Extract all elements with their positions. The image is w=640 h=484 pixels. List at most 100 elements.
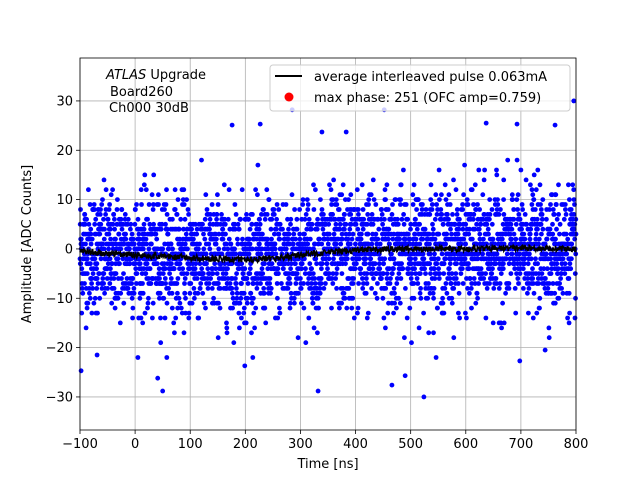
data-point <box>222 221 228 227</box>
data-point <box>449 295 455 301</box>
data-point <box>489 271 495 276</box>
data-point <box>570 182 576 188</box>
data-point <box>88 226 94 232</box>
data-point <box>417 221 422 227</box>
data-point <box>388 276 393 281</box>
data-point <box>88 231 94 237</box>
data-point <box>448 281 454 286</box>
data-point <box>511 207 517 212</box>
data-point <box>275 315 281 321</box>
data-point <box>485 226 491 232</box>
data-point <box>554 226 559 232</box>
data-point <box>546 335 552 341</box>
data-point <box>262 305 268 311</box>
data-point <box>565 236 571 242</box>
data-point <box>559 286 564 291</box>
data-point <box>462 162 467 168</box>
data-point <box>288 221 293 227</box>
data-point <box>509 236 514 242</box>
data-point <box>90 286 95 291</box>
data-point <box>200 290 206 296</box>
data-point <box>94 286 100 291</box>
data-point <box>346 276 352 281</box>
data-point <box>237 325 242 331</box>
data-point <box>245 281 251 286</box>
data-point <box>344 305 350 311</box>
data-point <box>354 187 360 193</box>
data-point <box>414 226 420 232</box>
data-point <box>241 290 247 296</box>
data-point <box>98 207 103 212</box>
data-point <box>403 202 409 207</box>
data-point <box>562 202 568 207</box>
data-point <box>374 295 380 301</box>
data-point <box>127 226 133 232</box>
data-point <box>242 266 248 272</box>
data-point <box>410 241 416 247</box>
data-point <box>257 221 263 227</box>
data-point <box>216 300 221 306</box>
data-point <box>499 236 505 242</box>
data-point <box>418 295 424 301</box>
data-point <box>399 216 405 222</box>
data-point <box>283 202 289 207</box>
data-point <box>469 187 475 193</box>
data-point <box>225 266 230 272</box>
data-point <box>289 192 295 198</box>
data-point <box>451 286 457 291</box>
data-point <box>162 315 168 321</box>
data-point <box>401 167 406 173</box>
data-point <box>519 202 525 207</box>
data-point <box>350 281 356 286</box>
data-point <box>108 266 113 272</box>
data-point <box>220 236 226 242</box>
data-point <box>348 221 354 227</box>
data-point <box>134 271 140 276</box>
x-axis-label: Time [ns] <box>296 457 358 472</box>
data-point <box>501 212 507 217</box>
data-point <box>563 207 568 212</box>
data-point <box>339 236 345 242</box>
x-tick-label: 200 <box>233 437 258 452</box>
data-point <box>197 286 203 291</box>
data-point <box>298 286 304 291</box>
data-point <box>492 241 498 247</box>
data-point <box>138 187 144 193</box>
data-point <box>305 281 311 286</box>
data-point <box>403 286 408 291</box>
data-point <box>100 197 105 203</box>
data-point <box>523 177 529 183</box>
data-point <box>463 221 469 227</box>
data-point <box>349 305 355 311</box>
data-point <box>314 226 320 232</box>
data-point <box>164 187 169 193</box>
data-point <box>209 286 215 291</box>
data-point <box>315 330 320 336</box>
data-point <box>370 177 376 183</box>
data-point <box>481 177 487 183</box>
data-point <box>533 231 539 237</box>
data-point <box>573 295 578 301</box>
data-point <box>189 300 195 306</box>
data-point <box>112 226 117 232</box>
data-point <box>433 355 439 360</box>
x-tick-label: 300 <box>288 437 313 452</box>
data-point <box>187 290 193 296</box>
data-point <box>209 202 215 207</box>
data-point <box>385 207 391 212</box>
data-point <box>343 129 349 135</box>
data-point <box>402 373 408 379</box>
data-point <box>310 300 316 306</box>
data-point <box>262 261 267 267</box>
data-point <box>371 276 376 281</box>
data-point <box>207 246 213 252</box>
data-point <box>482 212 487 217</box>
data-point <box>114 207 120 212</box>
data-point <box>498 271 504 276</box>
data-point <box>317 290 323 296</box>
data-point <box>198 281 204 286</box>
data-point <box>148 281 154 286</box>
data-point <box>78 207 83 212</box>
data-point <box>160 388 166 394</box>
data-point <box>411 251 416 257</box>
